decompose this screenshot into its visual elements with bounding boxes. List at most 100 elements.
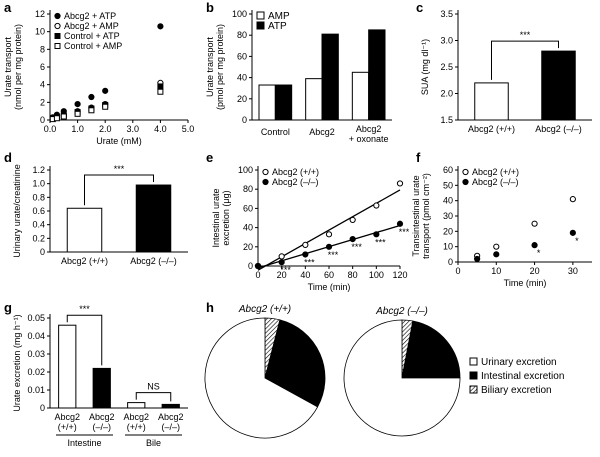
legend-marker (54, 33, 61, 39)
x-tick-label: 4.0 (154, 124, 167, 134)
y-tick-label: 0.2 (32, 233, 45, 243)
annotation: *** (399, 227, 410, 237)
x-tick-label: 1.0 (71, 124, 84, 134)
marker (493, 251, 500, 258)
bar (321, 33, 339, 121)
annotation: * (575, 236, 579, 246)
x-tick-label: Abcg2 (+/+) (468, 124, 515, 134)
y-tick-label: 0.04 (27, 331, 45, 341)
annotation: *** (79, 304, 90, 314)
y-tick-label: 0 (248, 261, 253, 271)
marker (60, 113, 67, 120)
panel-label: e (206, 150, 213, 165)
legend-label: Biliary excretion (481, 385, 552, 396)
x-tick-label: 10 (491, 266, 501, 276)
x-tick-label: Abcg2 (+/+) (123, 412, 149, 432)
panel-label: f (416, 150, 421, 165)
legend-marker (462, 178, 469, 186)
legend-swatch (469, 357, 478, 366)
marker (157, 23, 164, 30)
marker (349, 236, 356, 243)
x-tick-label: 80 (348, 270, 358, 280)
y-tick-label: 4 (40, 80, 45, 90)
legend-label: Abcg2 (+/+) (472, 167, 519, 177)
marker (88, 107, 95, 114)
y-axis-label: Urinary urate/creatinine (12, 164, 22, 258)
bar (258, 84, 276, 121)
y-tick-label: 80 (243, 184, 253, 194)
y-axis-label: Intestinal urateexcretion (μg) (211, 188, 231, 247)
y-tick-label: 0 (242, 115, 247, 125)
legend-label: Abcg2 + ATP (64, 11, 116, 21)
x-tick-label: Abcg2 (+/+) (54, 412, 80, 432)
y-tick-label: 20 (243, 242, 253, 252)
marker (302, 251, 309, 258)
y-axis-label: Urate transport(nmol per mg protein) (3, 24, 23, 110)
annotation: *** (351, 242, 362, 252)
legend-marker (54, 12, 61, 20)
legend-swatch (256, 11, 265, 20)
legend-label: Control + AMP (64, 41, 122, 51)
legend-label: Urinary excretion (481, 357, 557, 368)
y-tick-label: 30 (443, 211, 453, 221)
y-tick-label: 3.5 (440, 9, 453, 19)
annotation: *** (520, 30, 531, 40)
panel-label: g (4, 300, 12, 315)
marker (569, 229, 576, 236)
legend-swatch (256, 21, 265, 30)
marker (53, 115, 60, 122)
x-tick-label: 0.0 (44, 124, 57, 134)
y-tick-label: 0.02 (27, 367, 45, 377)
y-axis-label: SUA (mg dl⁻¹) (420, 39, 430, 95)
marker (396, 220, 404, 227)
pie-slice (264, 319, 326, 408)
y-tick-label: 20 (237, 94, 247, 104)
x-tick-label: 120 (392, 270, 407, 280)
marker (325, 231, 333, 238)
y-tick-label: 0.8 (32, 192, 45, 202)
group-label: Bile (146, 438, 161, 448)
marker (157, 88, 164, 95)
marker (531, 220, 538, 227)
legend-label: ATP (268, 21, 287, 32)
x-axis-label: Time (min) (504, 278, 547, 288)
pie-slice (401, 320, 461, 379)
y-tick-label: 3.0 (440, 36, 453, 46)
marker (102, 103, 109, 110)
annotation: NS (147, 382, 160, 392)
y-tick-label: 2 (40, 97, 45, 107)
y-tick-label: 100 (238, 165, 253, 175)
bar (92, 367, 111, 409)
legend-marker (262, 178, 269, 186)
x-tick-label: Abcg2 (+/+) (61, 256, 108, 266)
panel-label: a (4, 0, 12, 15)
y-tick-label: 8 (40, 44, 45, 54)
y-tick-label: 60 (443, 165, 453, 175)
y-tick-label: 2.5 (440, 62, 453, 72)
pie-slice (343, 319, 461, 437)
marker (254, 262, 262, 270)
bar (58, 324, 77, 409)
y-tick-label: 1.0 (32, 179, 45, 189)
bar (474, 82, 509, 121)
x-tick-label: Abcg2 (–/–) (535, 124, 582, 134)
y-tick-label: 10 (35, 27, 45, 37)
y-tick-label: 10 (443, 242, 453, 252)
x-tick-label: Abcg2 (–/–) (89, 412, 115, 432)
y-tick-label: 20 (443, 226, 453, 236)
y-tick-label: 0.01 (27, 385, 45, 395)
x-tick-label: Abcg2 + oxonate (349, 124, 389, 144)
annotation: *** (304, 257, 315, 267)
y-tick-label: 0 (448, 257, 453, 267)
y-tick-label: 1.5 (440, 115, 453, 125)
marker (74, 101, 81, 108)
y-tick-label: 0 (40, 247, 45, 257)
bar (541, 50, 576, 121)
x-tick-label: Abcg2 (309, 127, 335, 137)
pie-title: Abcg2 (–/–) (375, 306, 428, 317)
panel-label: b (206, 0, 214, 15)
bar (135, 184, 172, 253)
marker (569, 196, 576, 203)
y-tick-label: 6 (40, 62, 45, 72)
marker (474, 255, 481, 263)
